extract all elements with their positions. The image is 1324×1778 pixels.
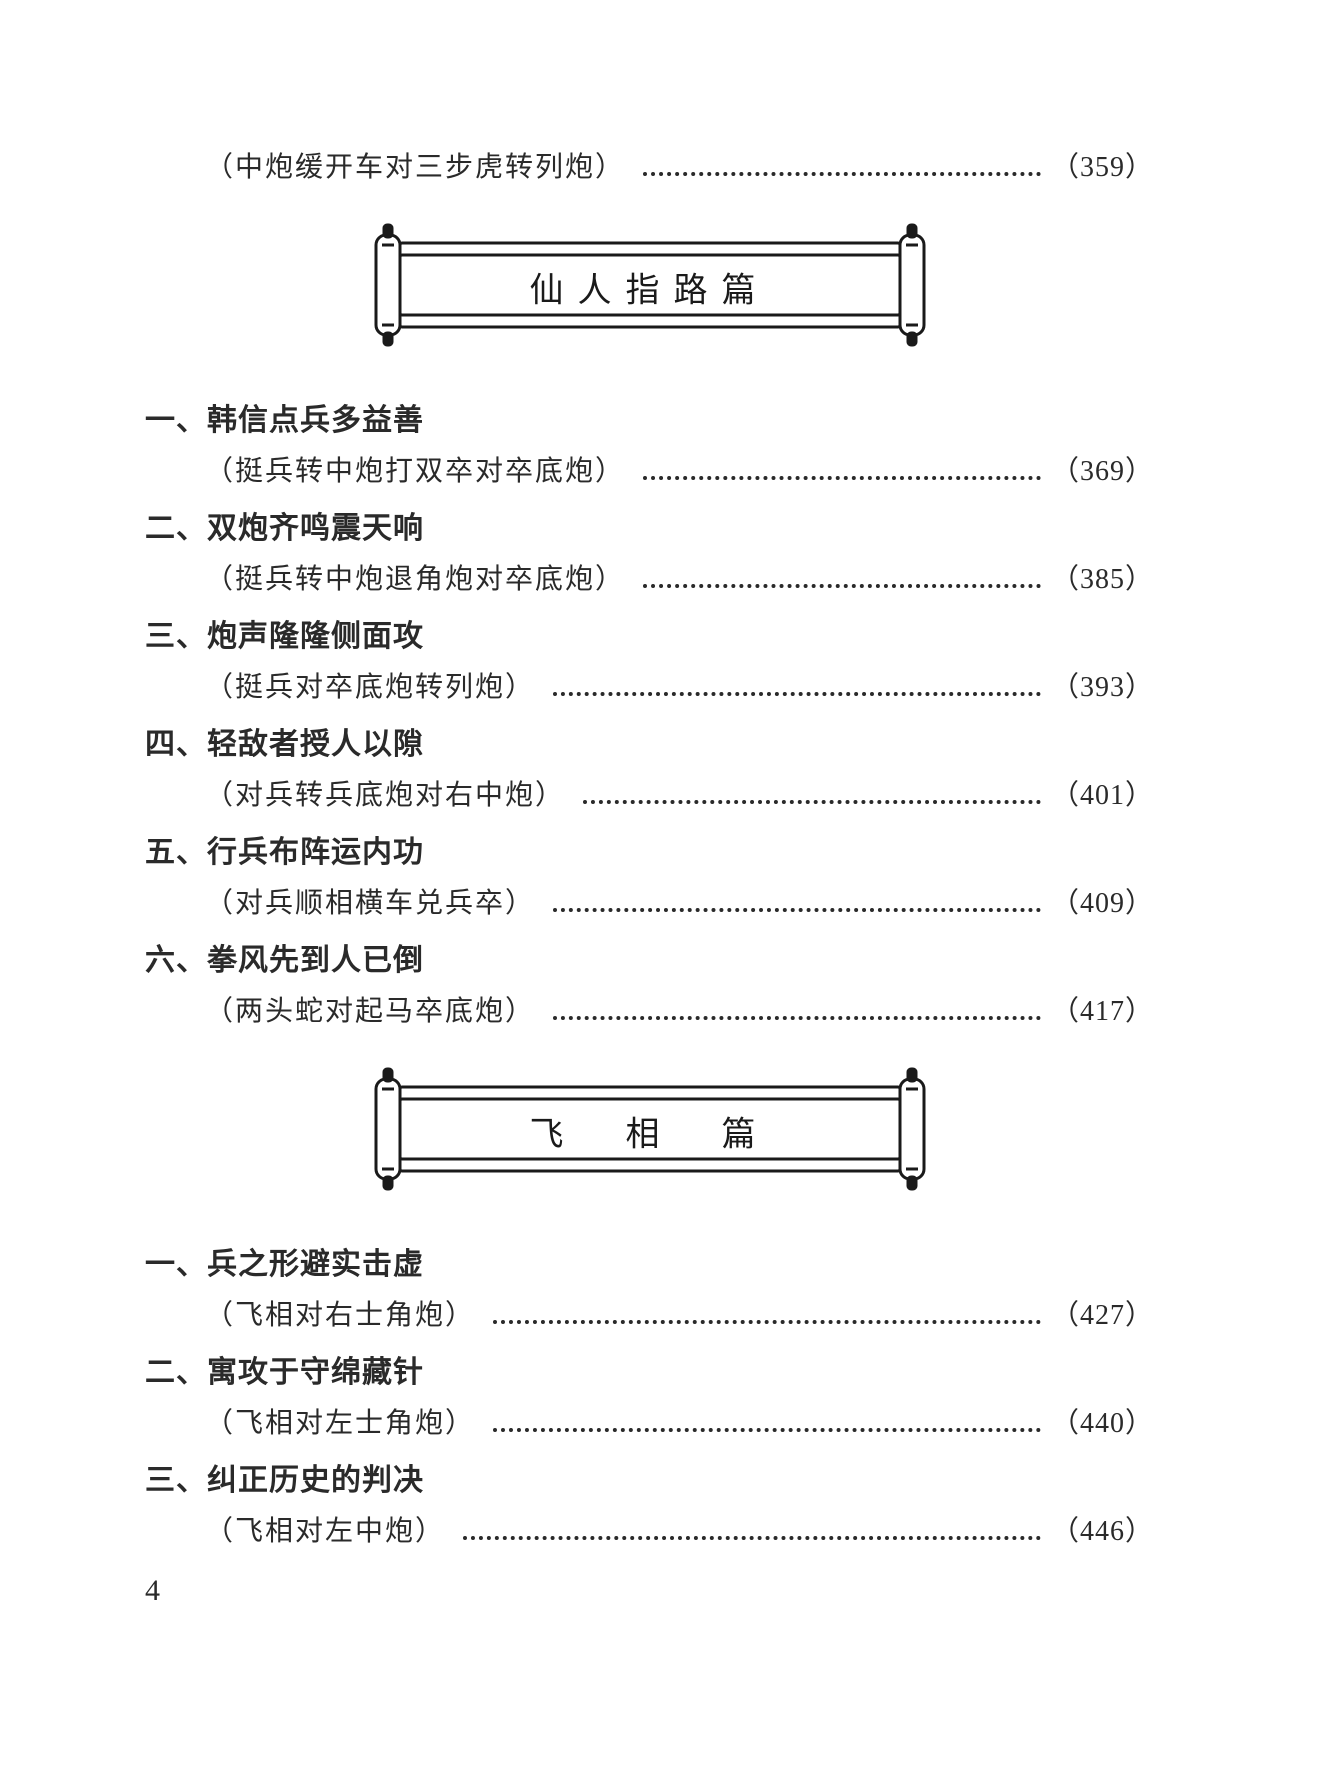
dot-leader xyxy=(583,800,1041,804)
entry-title-line: 五、行兵布阵运内功 xyxy=(145,827,1154,871)
entry-page: （446） xyxy=(1051,1509,1154,1549)
entry-title-line: 三、炮声隆隆侧面攻 xyxy=(145,611,1154,655)
entry-title: 双炮齐鸣震天响 xyxy=(207,512,424,545)
dot-leader xyxy=(493,1428,1041,1432)
entry-number: 四、 xyxy=(145,728,207,761)
entry-sub-line: （对兵顺相横车兑兵卒） （409） xyxy=(145,881,1154,921)
entry-subtitle: （对兵转兵底炮对右中炮） xyxy=(205,773,565,813)
entry-page: （409） xyxy=(1051,881,1154,921)
entry-subtitle: （中炮缓开车对三步虎转列炮） xyxy=(205,145,625,185)
entry-sub-line: （两头蛇对起马卒底炮） （417） xyxy=(145,989,1154,1029)
entry-sub-line: （飞相对左中炮） （446） xyxy=(145,1509,1154,1549)
entry-number: 二、 xyxy=(145,512,207,545)
entry-title-line: 三、纠正历史的判决 xyxy=(145,1455,1154,1499)
banner-title: 仙人指路篇 xyxy=(530,259,770,312)
entry-page: （385） xyxy=(1051,557,1154,597)
dot-leader xyxy=(493,1320,1041,1324)
page-number: 4 xyxy=(145,1574,160,1608)
section-banner: 仙人指路篇 xyxy=(340,215,960,355)
entry-number: 一、 xyxy=(145,1248,207,1281)
entry-page: （369） xyxy=(1051,449,1154,489)
entry-title-line: 四、轻敌者授人以隙 xyxy=(145,719,1154,763)
entry-title-line: 一、韩信点兵多益善 xyxy=(145,395,1154,439)
entry-subtitle: （两头蛇对起马卒底炮） xyxy=(205,989,535,1029)
entry-number: 二、 xyxy=(145,1356,207,1389)
entry-title: 轻敌者授人以隙 xyxy=(207,728,424,761)
toc-sections: 仙人指路篇一、韩信点兵多益善（挺兵转中炮打双卒对卒底炮）（369）二、双炮齐鸣震… xyxy=(145,215,1154,1549)
entry-page: （401） xyxy=(1051,773,1154,813)
dot-leader xyxy=(553,908,1041,912)
dot-leader xyxy=(553,1016,1041,1020)
entry-page: （359） xyxy=(1051,145,1154,185)
toc-section: 仙人指路篇一、韩信点兵多益善 （挺兵转中炮打双卒对卒底炮） （369） 二、双炮齐鸣震… xyxy=(145,215,1154,1029)
entry-sub-line: （挺兵转中炮打双卒对卒底炮） （369） xyxy=(145,449,1154,489)
entry-sub-line: （挺兵转中炮退角炮对卒底炮） （385） xyxy=(145,557,1154,597)
entry-sub-line: （飞相对左士角炮） （440） xyxy=(145,1401,1154,1441)
entry-page: （427） xyxy=(1051,1293,1154,1333)
entry-title: 韩信点兵多益善 xyxy=(207,404,424,437)
entry-title: 寓攻于守绵藏针 xyxy=(207,1356,424,1389)
toc-section: 飞 相 篇一、兵之形避实击虚 （飞相对右士角炮） （427） 二、寓攻于守绵藏针 （飞相… xyxy=(145,1059,1154,1549)
entry-number: 一、 xyxy=(145,404,207,437)
entry-subtitle: （对兵顺相横车兑兵卒） xyxy=(205,881,535,921)
entry-page: （417） xyxy=(1051,989,1154,1029)
dot-leader xyxy=(643,172,1041,176)
entry-title: 拳风先到人已倒 xyxy=(207,944,424,977)
entry-title: 炮声隆隆侧面攻 xyxy=(207,620,424,653)
entry-subtitle: （飞相对右士角炮） xyxy=(205,1293,475,1333)
entry-subtitle: （挺兵对卒底炮转列炮） xyxy=(205,665,535,705)
entry-title-line: 二、寓攻于守绵藏针 xyxy=(145,1347,1154,1391)
entry-page: （393） xyxy=(1051,665,1154,705)
entry-number: 三、 xyxy=(145,620,207,653)
entry-number: 六、 xyxy=(145,944,207,977)
entry-title-line: 二、双炮齐鸣震天响 xyxy=(145,503,1154,547)
intro-entry: （中炮缓开车对三步虎转列炮） （359） xyxy=(145,145,1154,185)
entry-subtitle: （挺兵转中炮退角炮对卒底炮） xyxy=(205,557,625,597)
entry-subtitle: （挺兵转中炮打双卒对卒底炮） xyxy=(205,449,625,489)
entry-sub-line: （挺兵对卒底炮转列炮） （393） xyxy=(145,665,1154,705)
dot-leader xyxy=(463,1536,1041,1540)
entry-title: 纠正历史的判决 xyxy=(207,1464,424,1497)
dot-leader xyxy=(643,584,1041,588)
entry-title-line: 六、拳风先到人已倒 xyxy=(145,935,1154,979)
entry-number: 三、 xyxy=(145,1464,207,1497)
entry-subtitle: （飞相对左士角炮） xyxy=(205,1401,475,1441)
entry-subtitle: （飞相对左中炮） xyxy=(205,1509,445,1549)
entry-sub-line: （对兵转兵底炮对右中炮） （401） xyxy=(145,773,1154,813)
entry-title: 兵之形避实击虚 xyxy=(207,1248,424,1281)
section-banner: 飞 相 篇 xyxy=(340,1059,960,1199)
entry-number: 五、 xyxy=(145,836,207,869)
banner-title: 飞 相 篇 xyxy=(530,1103,770,1156)
entry-sub-line: （飞相对右士角炮） （427） xyxy=(145,1293,1154,1333)
entry-page: （440） xyxy=(1051,1401,1154,1441)
entry-title-line: 一、兵之形避实击虚 xyxy=(145,1239,1154,1283)
toc-page: （中炮缓开车对三步虎转列炮） （359） 仙人指路篇一、韩信点兵多益善（挺兵转中… xyxy=(0,0,1324,1549)
dot-leader xyxy=(643,476,1041,480)
entry-title: 行兵布阵运内功 xyxy=(207,836,424,869)
dot-leader xyxy=(553,692,1041,696)
